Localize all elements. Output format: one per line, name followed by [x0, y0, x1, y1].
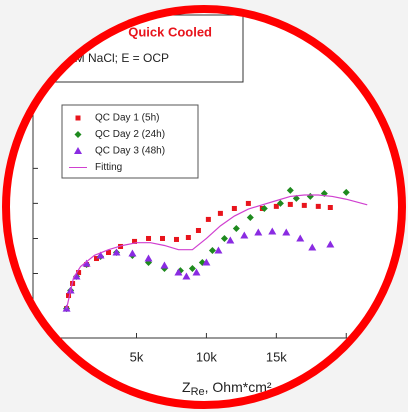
marker-square	[205, 216, 211, 222]
legend-label: Fitting	[95, 162, 122, 173]
x-tick-label: 10k	[196, 349, 217, 364]
marker-square	[76, 270, 82, 276]
marker-triangle	[282, 228, 291, 236]
title: Quick Cooled	[128, 24, 212, 39]
x-label-sub: Re	[191, 386, 205, 398]
marker-square	[106, 249, 112, 255]
marker-square	[273, 203, 279, 209]
legend-label: QC Day 1 (5h)	[95, 113, 159, 124]
subtitle: 1M NaCl; E = OCP	[68, 51, 169, 65]
marker-diamond	[208, 247, 216, 255]
marker-square	[327, 205, 333, 211]
marker-diamond	[188, 264, 196, 272]
marker-square	[231, 205, 237, 211]
marker-triangle	[112, 248, 121, 256]
x-label-rest: , Ohm*cm²	[205, 379, 272, 395]
marker-triangle	[128, 249, 137, 257]
marker-triangle	[96, 251, 105, 259]
marker-triangle	[82, 259, 91, 267]
marker-triangle	[202, 258, 211, 266]
marker-square	[195, 227, 201, 233]
x-tick-label: 5k	[130, 349, 144, 364]
marker-triangle	[74, 147, 82, 154]
marker-triangle	[160, 261, 169, 269]
marker-square	[315, 203, 321, 209]
marker-square	[146, 235, 152, 241]
fit-line	[65, 194, 368, 309]
marker-triangle	[182, 272, 191, 280]
marker-diamond	[220, 234, 228, 242]
marker-square	[287, 201, 293, 207]
highlight-circle	[2, 5, 406, 409]
marker-square	[217, 210, 223, 216]
marker-triangle	[174, 268, 183, 276]
marker-square	[160, 235, 166, 241]
marker-diamond	[276, 199, 284, 207]
marker-diamond	[342, 188, 350, 196]
marker-triangle	[268, 227, 277, 235]
marker-triangle	[308, 243, 317, 251]
marker-diamond	[260, 204, 268, 212]
marker-triangle	[240, 231, 249, 239]
marker-square	[173, 236, 179, 242]
marker-triangle	[296, 234, 305, 242]
marker-diamond	[286, 186, 294, 194]
marker-triangle	[144, 254, 153, 262]
legend-label: QC Day 2 (24h)	[95, 129, 165, 140]
marker-triangle	[192, 268, 201, 276]
marker-square	[185, 234, 191, 240]
marker-square	[66, 293, 72, 299]
marker-triangle	[214, 246, 223, 254]
marker-square	[75, 115, 81, 121]
marker-diamond	[292, 194, 300, 202]
x-axis-label: ZRe, Ohm*cm²	[182, 379, 272, 398]
marker-square	[132, 238, 138, 244]
legend-label: QC Day 3 (48h)	[95, 146, 165, 157]
marker-triangle	[72, 272, 81, 280]
marker-square	[301, 202, 307, 208]
marker-triangle	[254, 228, 263, 236]
marker-square	[245, 200, 251, 206]
x-label-main: Z	[182, 379, 191, 395]
marker-triangle	[326, 240, 335, 248]
marker-square	[93, 256, 99, 262]
marker-diamond	[74, 131, 82, 138]
x-tick-label: 15k	[266, 349, 287, 364]
marker-diamond	[232, 225, 240, 233]
marker-triangle	[226, 236, 235, 244]
legend	[61, 104, 199, 179]
marker-diamond	[246, 213, 254, 221]
